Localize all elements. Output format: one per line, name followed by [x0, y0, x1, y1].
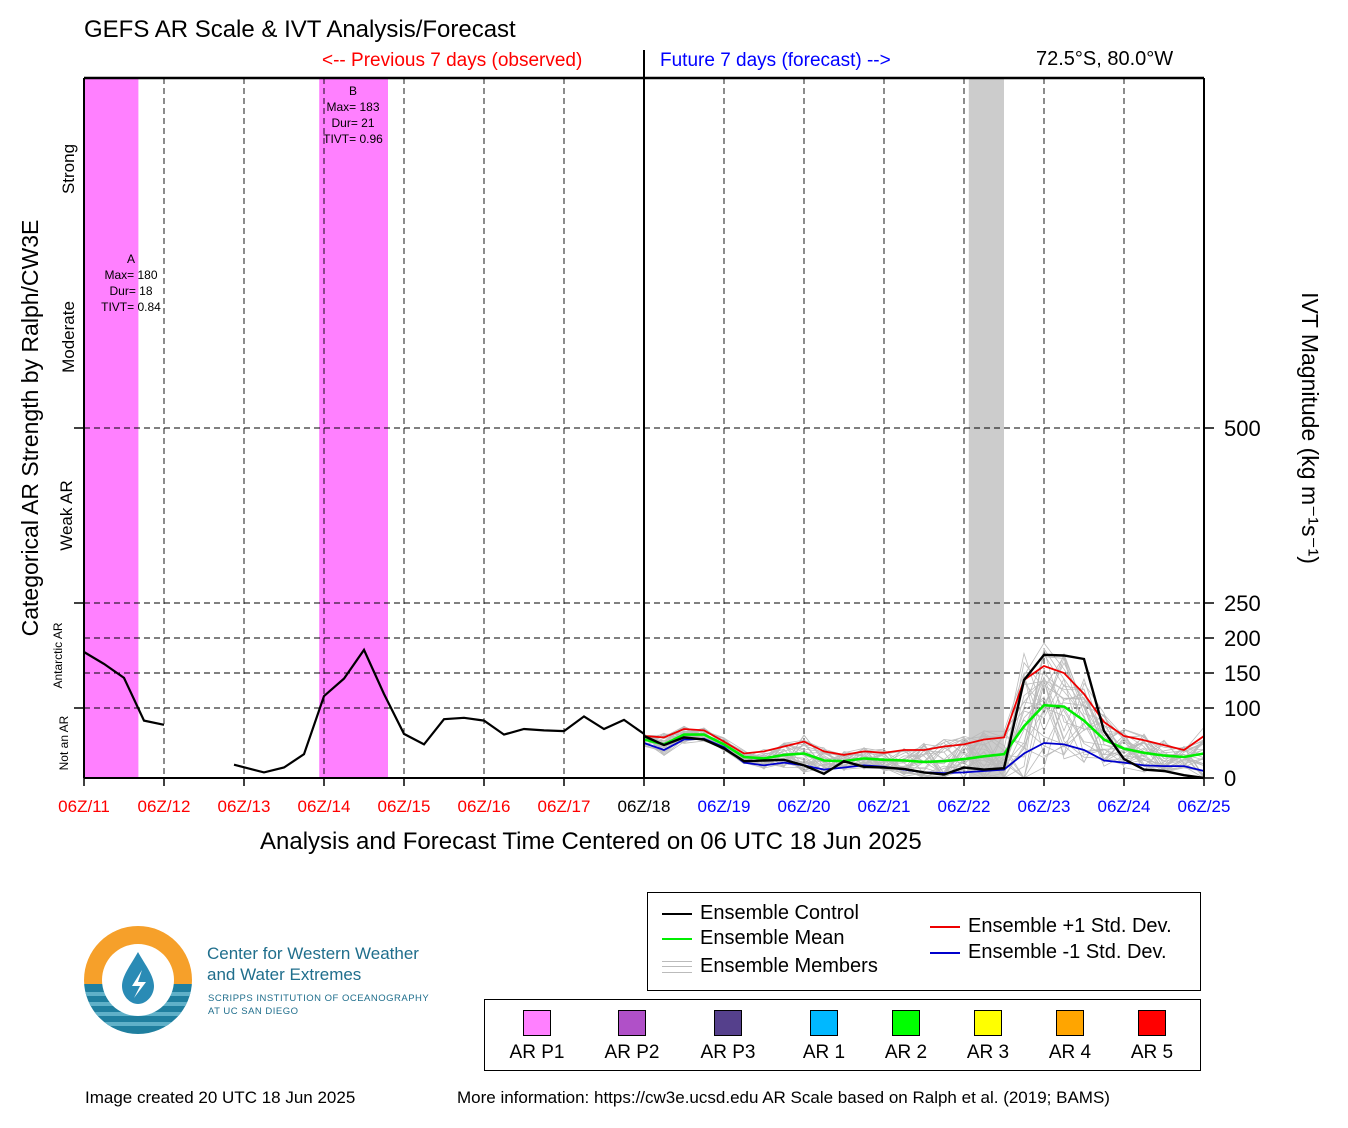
- category-label: Moderate: [59, 301, 78, 373]
- x-tick-label: 06Z/25: [1178, 797, 1231, 816]
- previous-days-label: <-- Previous 7 days (observed): [322, 50, 583, 71]
- future-days-label: Future 7 days (forecast) -->: [660, 50, 891, 71]
- location-label: 72.5°S, 80.0°W: [1036, 48, 1174, 70]
- category-label: Strong: [59, 144, 78, 194]
- ensemble-member-line: [643, 678, 1205, 776]
- label-ar-5: AR 5: [1130, 1042, 1174, 1063]
- ar-category-legend: AR P1 AR P2 AR P3 AR 1 AR 2 AR 3 AR 4 AR…: [484, 999, 1201, 1071]
- cw3e-logo: [84, 926, 192, 1034]
- label-ar-p2: AR P2: [604, 1042, 660, 1063]
- swatch-ar-2: [892, 1010, 920, 1036]
- ar-event-annotation: TIVT= 0.96: [323, 132, 383, 146]
- swatch-ar-p1: [523, 1010, 551, 1036]
- plus-std-line: [643, 664, 1205, 756]
- label-ar-1: AR 1: [802, 1042, 846, 1063]
- legend-control-label: Ensemble Control: [700, 902, 859, 924]
- category-ar-p2: AR P2: [592, 1010, 672, 1064]
- category-ar-p1: AR P1: [497, 1010, 577, 1064]
- x-tick-label: 06Z/11: [58, 797, 110, 816]
- y-tick-label: 250: [1224, 591, 1261, 616]
- legend-plus-std-label: Ensemble +1 Std. Dev.: [968, 915, 1172, 937]
- y-tick-label: 100: [1224, 696, 1261, 721]
- ensemble-control-line: [643, 653, 1205, 780]
- category-ar-4: AR 4: [1030, 1010, 1110, 1064]
- swatch-ar-3: [974, 1010, 1002, 1036]
- logo-line3: SCRIPPS INSTITUTION OF OCEANOGRAPHY: [208, 993, 430, 1004]
- label-ar-p1: AR P1: [509, 1042, 565, 1063]
- swatch-ar-p2: [618, 1010, 646, 1036]
- label-ar-p3: AR P3: [700, 1042, 756, 1063]
- category-label: Weak AR: [57, 480, 76, 551]
- logo-line2: and Water Extremes: [207, 965, 362, 984]
- category-ar-5: AR 5: [1112, 1010, 1192, 1064]
- line-legend: Ensemble Control Ensemble Mean Ensemble …: [647, 892, 1201, 991]
- logo-line1: Center for Western Weather: [207, 944, 419, 963]
- category-label: Not an AR: [57, 715, 71, 770]
- ar-event-annotation: B: [349, 84, 357, 98]
- legend-mean-label: Ensemble Mean: [700, 927, 845, 949]
- y-tick-label: 200: [1224, 626, 1261, 651]
- category-ar-1: AR 1: [784, 1010, 864, 1064]
- label-ar-3: AR 3: [966, 1042, 1010, 1063]
- category-label: Antarctic AR: [51, 622, 65, 688]
- ar-event-annotation: Dur= 21: [331, 116, 374, 130]
- x-tick-label: 06Z/16: [458, 797, 511, 816]
- swatch-ar-p3: [714, 1010, 742, 1036]
- y-tick-label: 0: [1224, 766, 1236, 791]
- ensemble-member-line: [643, 678, 1205, 771]
- more-info-text: More information: https://cw3e.ucsd.edu …: [457, 1088, 1110, 1107]
- right-axis-title: IVT Magnitude (kg m⁻¹s⁻¹): [1297, 292, 1323, 564]
- ar-event-band-a: [84, 78, 139, 778]
- swatch-ar-1: [810, 1010, 838, 1036]
- ivt-chart: 06Z/11 06Z/12 06Z/13 06Z/14 06Z/15 06Z/16 06Z/…: [17, 50, 1323, 816]
- x-tick-label: 06Z/12: [138, 797, 191, 816]
- ensemble-mean-line: [643, 703, 1205, 764]
- label-ar-2: AR 2: [884, 1042, 928, 1063]
- ensemble-member-line: [643, 697, 1205, 779]
- ar-event-annotation: Dur= 18: [109, 284, 152, 298]
- swatch-ar-4: [1056, 1010, 1084, 1036]
- x-tick-label: 06Z/17: [538, 797, 591, 816]
- y-tick-label: 150: [1224, 661, 1261, 686]
- x-axis-title: Analysis and Forecast Time Centered on 0…: [260, 828, 922, 855]
- chart-title: GEFS AR Scale & IVT Analysis/Forecast: [84, 16, 516, 43]
- observed-ivt-line: [233, 647, 645, 774]
- created-timestamp: Image created 20 UTC 18 Jun 2025: [85, 1088, 356, 1107]
- ar-event-annotation: TIVT= 0.84: [101, 300, 161, 314]
- observed-ivt-line: [83, 651, 165, 726]
- ensemble-member-line: [643, 642, 1205, 779]
- legend-minus-std-label: Ensemble -1 Std. Dev.: [968, 941, 1167, 963]
- category-ar-3: AR 3: [948, 1010, 1028, 1064]
- category-ar-p3: AR P3: [688, 1010, 768, 1064]
- x-tick-label: 06Z/19: [698, 797, 751, 816]
- ar-event-annotation: A: [127, 252, 135, 266]
- ensemble-member-line: [643, 680, 1205, 779]
- x-tick-label: 06Z/22: [938, 797, 991, 816]
- x-tick-label: 06Z/21: [858, 797, 911, 816]
- ar-event-annotation: Max= 183: [326, 100, 379, 114]
- swatch-ar-5: [1138, 1010, 1166, 1036]
- category-ar-2: AR 2: [866, 1010, 946, 1064]
- x-tick-label: 06Z/20: [778, 797, 831, 816]
- x-tick-label: 06Z/14: [298, 797, 351, 816]
- ar-event-annotation: Max= 180: [104, 268, 157, 282]
- ensemble-member-line: [643, 674, 1205, 772]
- x-tick-label: 06Z/18: [618, 797, 671, 816]
- label-ar-4: AR 4: [1048, 1042, 1092, 1063]
- x-tick-label: 06Z/24: [1098, 797, 1151, 816]
- x-tick-label: 06Z/13: [218, 797, 271, 816]
- x-tick-label: 06Z/23: [1018, 797, 1071, 816]
- logo-line4: AT UC SAN DIEGO: [208, 1006, 299, 1017]
- left-axis-title: Categorical AR Strength by Ralph/CW3E: [17, 220, 43, 637]
- y-tick-label: 500: [1224, 416, 1261, 441]
- x-tick-label: 06Z/15: [378, 797, 431, 816]
- legend-members-label: Ensemble Members: [700, 955, 878, 977]
